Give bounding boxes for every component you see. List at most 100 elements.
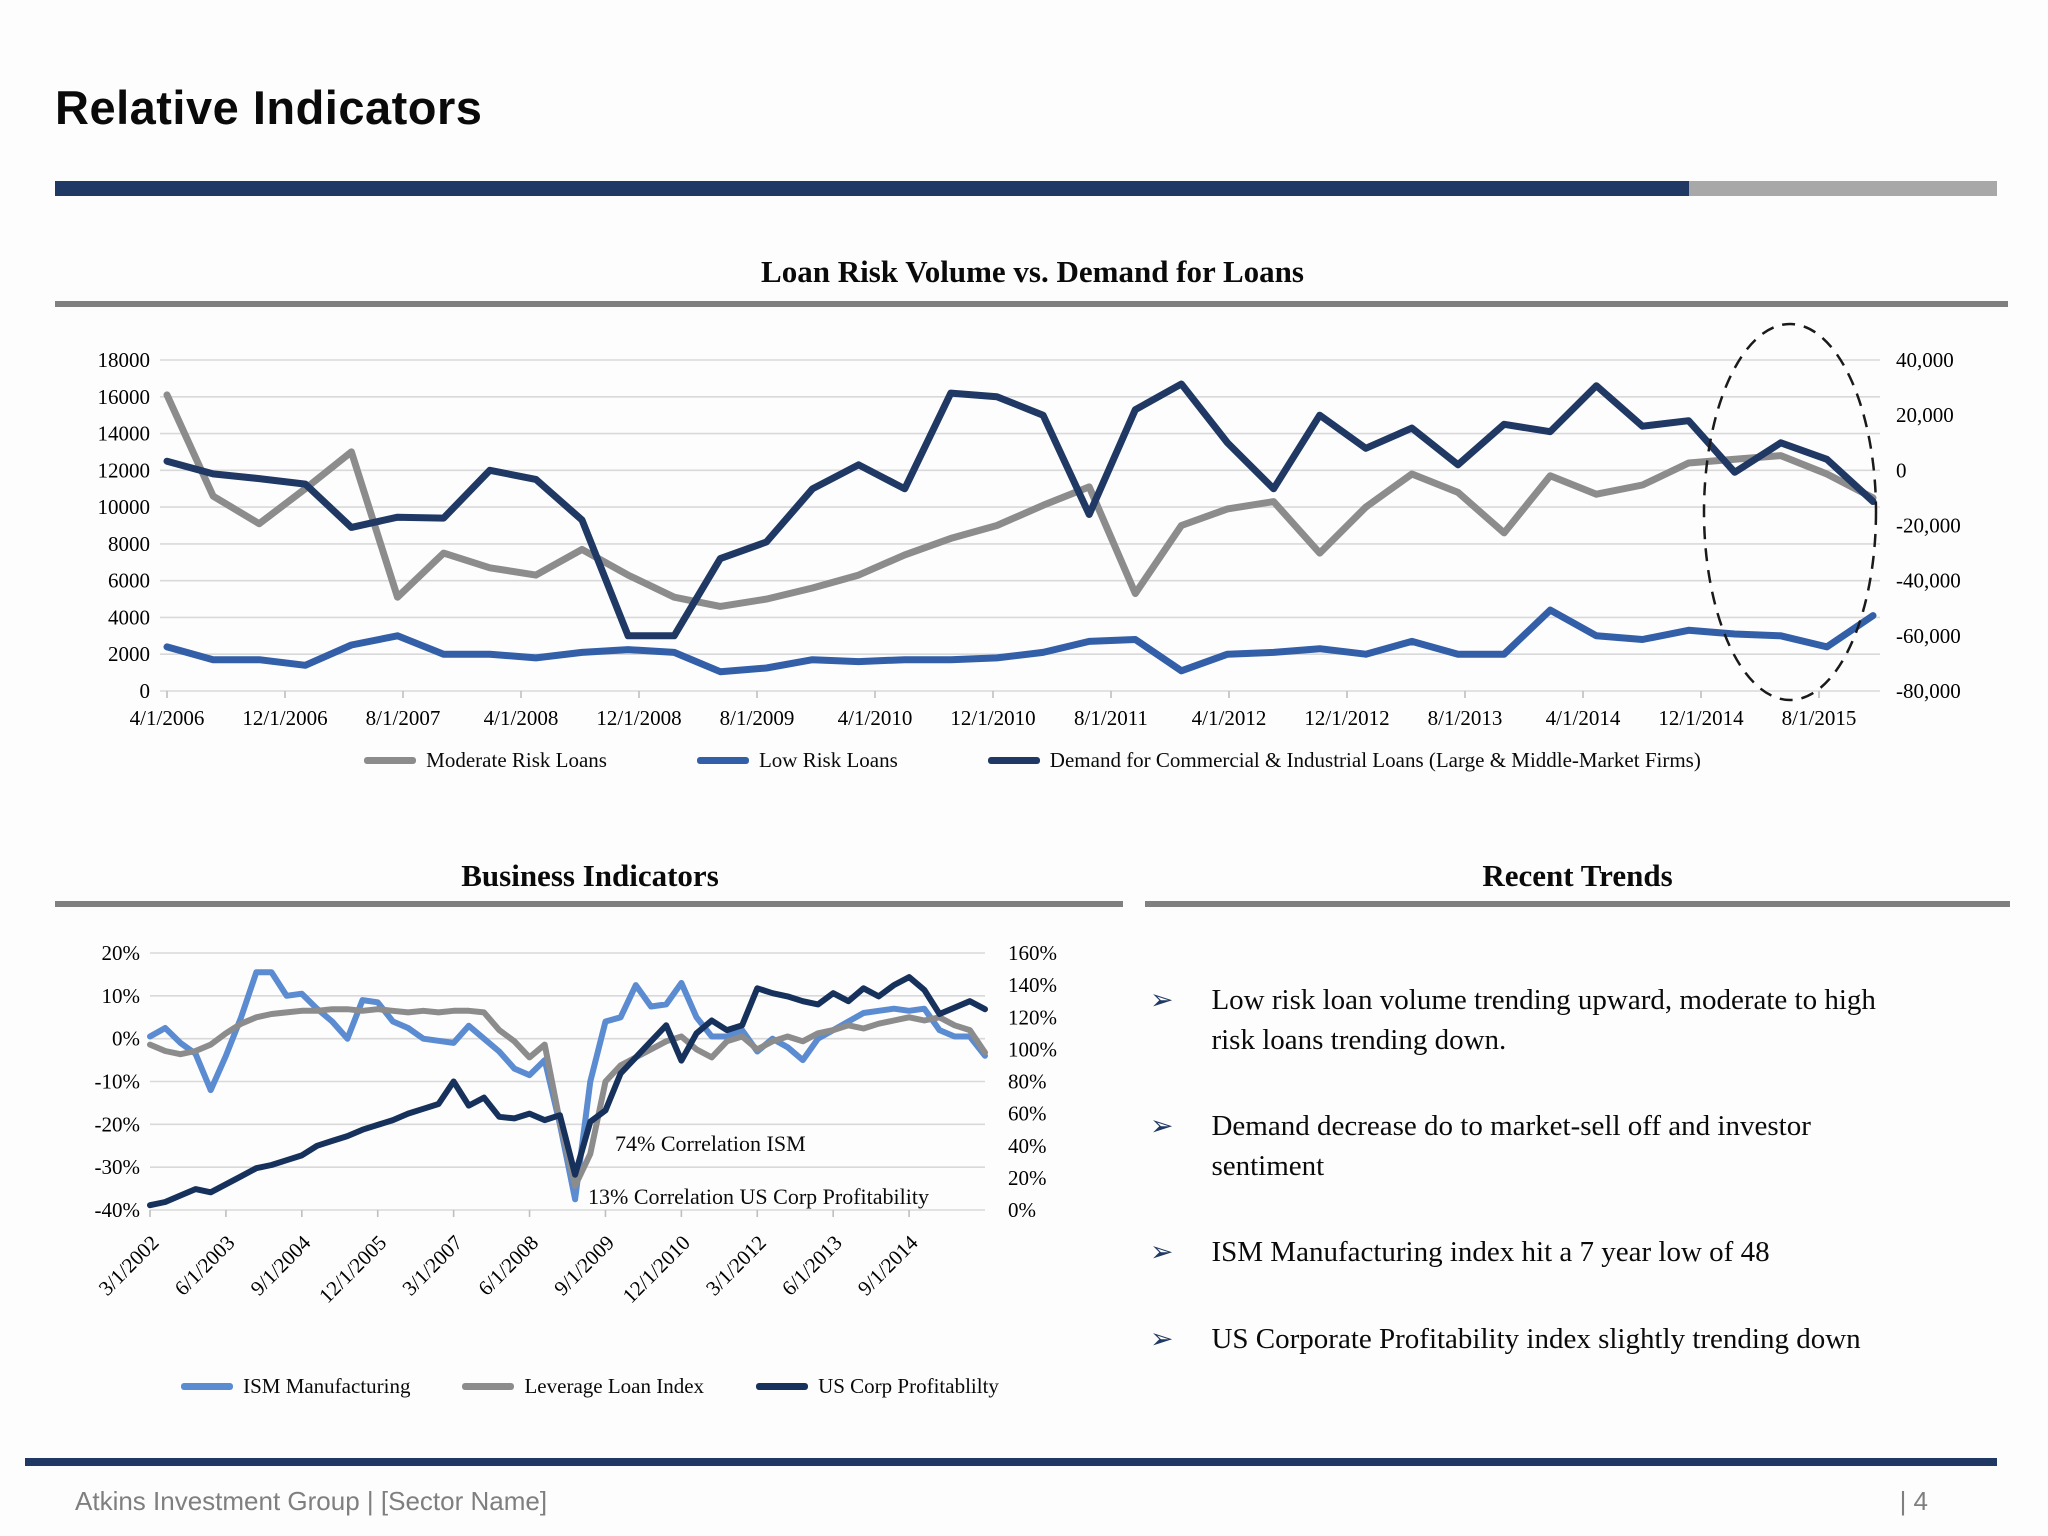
x-axis-tick-label: 3/1/2002 [94,1231,164,1301]
legend-item-moderate-risk-loans: Moderate Risk Loans [364,748,607,773]
x-axis-tick-label: 9/1/2014 [853,1230,923,1300]
right-axis-tick-label: 160% [1008,941,1057,965]
legend-label: Moderate Risk Loans [426,748,607,772]
legend-label: Leverage Loan Index [524,1374,705,1398]
bullet-item: ➢ US Corporate Profitability index sligh… [1150,1319,1980,1360]
left-axis-tick-label: -30% [95,1155,141,1179]
x-axis-tick-label: 4/1/2008 [484,706,559,730]
highlight-ellipse [1702,322,1878,702]
x-axis-tick-label: 3/1/2007 [397,1231,467,1301]
title-divider-bar [55,181,1997,196]
x-axis-tick-label: 12/1/2012 [1304,706,1389,730]
left-axis-tick-label: 10000 [98,495,151,519]
x-axis-tick-label: 8/1/2011 [1074,706,1148,730]
business-indicators-title: Business Indicators [461,858,719,893]
x-axis-tick-label: 12/1/2010 [950,706,1035,730]
right-axis-tick-label: 20% [1008,1166,1047,1190]
x-axis-tick-label: 4/1/2014 [1546,706,1621,730]
top-chart-title-rule [55,301,2008,307]
x-axis-tick-label: 8/1/2015 [1782,706,1857,730]
legend-label: US Corp Profitablilty [818,1374,999,1398]
bullet-text: ISM Manufacturing index hit a 7 year low… [1211,1236,1770,1269]
left-axis-tick-label: 6000 [108,569,150,593]
x-axis-tick-label: 6/1/2013 [777,1231,847,1301]
x-axis-tick-label: 4/1/2006 [130,706,205,730]
left-axis-tick-label: 8000 [108,532,150,556]
x-axis-tick-label: 6/1/2008 [473,1231,543,1301]
business-indicators-legend: ISM Manufacturing Leverage Loan Index US… [55,1374,1125,1399]
moderate-risk-line-swatch-icon [364,757,417,764]
title-bar-gray-segment [1689,181,1997,196]
right-axis-tick-label: 60% [1008,1102,1047,1126]
left-axis-tick-label: 12000 [98,458,151,482]
left-axis-tick-label: 14000 [98,422,151,446]
legend-label: ISM Manufacturing [243,1374,411,1398]
left-axis-tick-label: -40% [95,1198,141,1222]
x-axis-tick-label: 3/1/2012 [701,1231,771,1301]
legend-item-ism-manufacturing: ISM Manufacturing [181,1374,410,1399]
page-title: Relative Indicators [55,81,483,134]
bullet-arrow-icon: ➢ [1150,1321,1174,1355]
left-axis-tick-label: 16000 [98,385,151,409]
left-axis-tick-label: 2000 [108,642,150,666]
x-axis-tick-label: 8/1/2013 [1428,706,1503,730]
left-axis-tick-label: 0 [140,679,151,703]
right-axis-tick-label: 140% [1008,973,1057,997]
left-axis-tick-label: 20% [102,941,141,965]
series-leverage-loan-index [147,1006,988,1189]
top-chart-legend: Moderate Risk Loans Low Risk Loans Deman… [55,748,2010,773]
x-axis-tick-label: 8/1/2007 [366,706,441,730]
bullet-arrow-icon: ➢ [1150,1235,1174,1269]
legend-label: Low Risk Loans [758,748,898,772]
bullet-item: ➢ Low risk loan volume trending upward, … [1150,980,1980,1060]
corp-profitability-line-swatch-icon [756,1383,809,1390]
ism-line-swatch-icon [181,1383,234,1390]
left-axis-tick-label: -20% [95,1112,141,1136]
loan-risk-demand-chart: 18000 16000 14000 12000 10000 8000 6000 4000 200… [98,322,1961,730]
business-indicators-title-rule [55,901,1123,907]
left-axis-tick-label: 18000 [98,348,151,372]
x-axis-tick-label: 8/1/2009 [720,706,795,730]
x-axis-tick-label: 4/1/2012 [1192,706,1267,730]
right-axis-tick-label: -20,000 [1896,514,1961,538]
business-indicators-chart: 20% 10% 0% -10% -20% -30% -40% 160% 140% 120% 100%… [94,941,1057,1308]
right-axis-tick-label: 80% [1008,1070,1047,1094]
right-axis-tick-label: 0 [1896,458,1907,482]
recent-trends-title-rule [1145,901,2010,907]
page-number: | 4 [1899,1486,1928,1516]
right-axis-tick-label: -80,000 [1896,679,1961,703]
bullet-text: Low risk loan volume trending upward, mo… [1211,984,1876,1057]
legend-item-low-risk-loans: Low Risk Loans [696,748,898,773]
left-axis-tick-label: -10% [95,1070,141,1094]
footer-divider-rule [25,1458,1997,1466]
series-low-risk-loans [163,606,1877,676]
x-axis-tick-label: 12/1/2014 [1658,706,1744,730]
left-axis-tick-label: 4000 [108,605,150,629]
bullet-arrow-icon: ➢ [1150,1109,1174,1143]
bullet-arrow-icon: ➢ [1150,983,1174,1016]
legend-item-us-corp-profitability: US Corp Profitablilty [756,1374,999,1399]
legend-item-leverage-loan-index: Leverage Loan Index [462,1374,704,1399]
bullet-text: US Corporate Profitability index slightl… [1211,1322,1861,1355]
right-axis-tick-label: 100% [1008,1037,1057,1061]
left-axis-tick-label: 0% [112,1027,140,1051]
correlation-corp-annotation: 13% Correlation US Corp Profitability [588,1184,929,1209]
series-moderate-risk-loans [163,391,1877,610]
right-axis-tick-label: 40% [1008,1134,1047,1158]
recent-trends-bullet-list: ➢ Low risk loan volume trending upward, … [1150,980,1980,1405]
legend-label: Demand for Commercial & Industrial Loans… [1049,748,1701,772]
x-axis-tick-label: 9/1/2009 [549,1231,619,1301]
demand-line-swatch-icon [987,757,1040,764]
x-axis-tick-label: 6/1/2003 [170,1231,240,1301]
bullet-text: Demand decrease do to market-sell off an… [1211,1110,1811,1183]
bullet-item: ➢ ISM Manufacturing index hit a 7 year l… [1150,1232,1980,1273]
x-axis-tick-label: 12/1/2010 [618,1231,695,1308]
top-chart-title: Loan Risk Volume vs. Demand for Loans [761,254,1304,289]
right-axis-tick-label: 0% [1008,1198,1036,1222]
recent-trends-title: Recent Trends [1482,858,1673,893]
x-axis-tick-label: 9/1/2004 [246,1230,316,1300]
correlation-ism-annotation: 74% Correlation ISM [615,1131,806,1156]
x-axis-tick-label: 12/1/2006 [242,706,327,730]
right-axis-tick-label: 20,000 [1896,403,1954,427]
